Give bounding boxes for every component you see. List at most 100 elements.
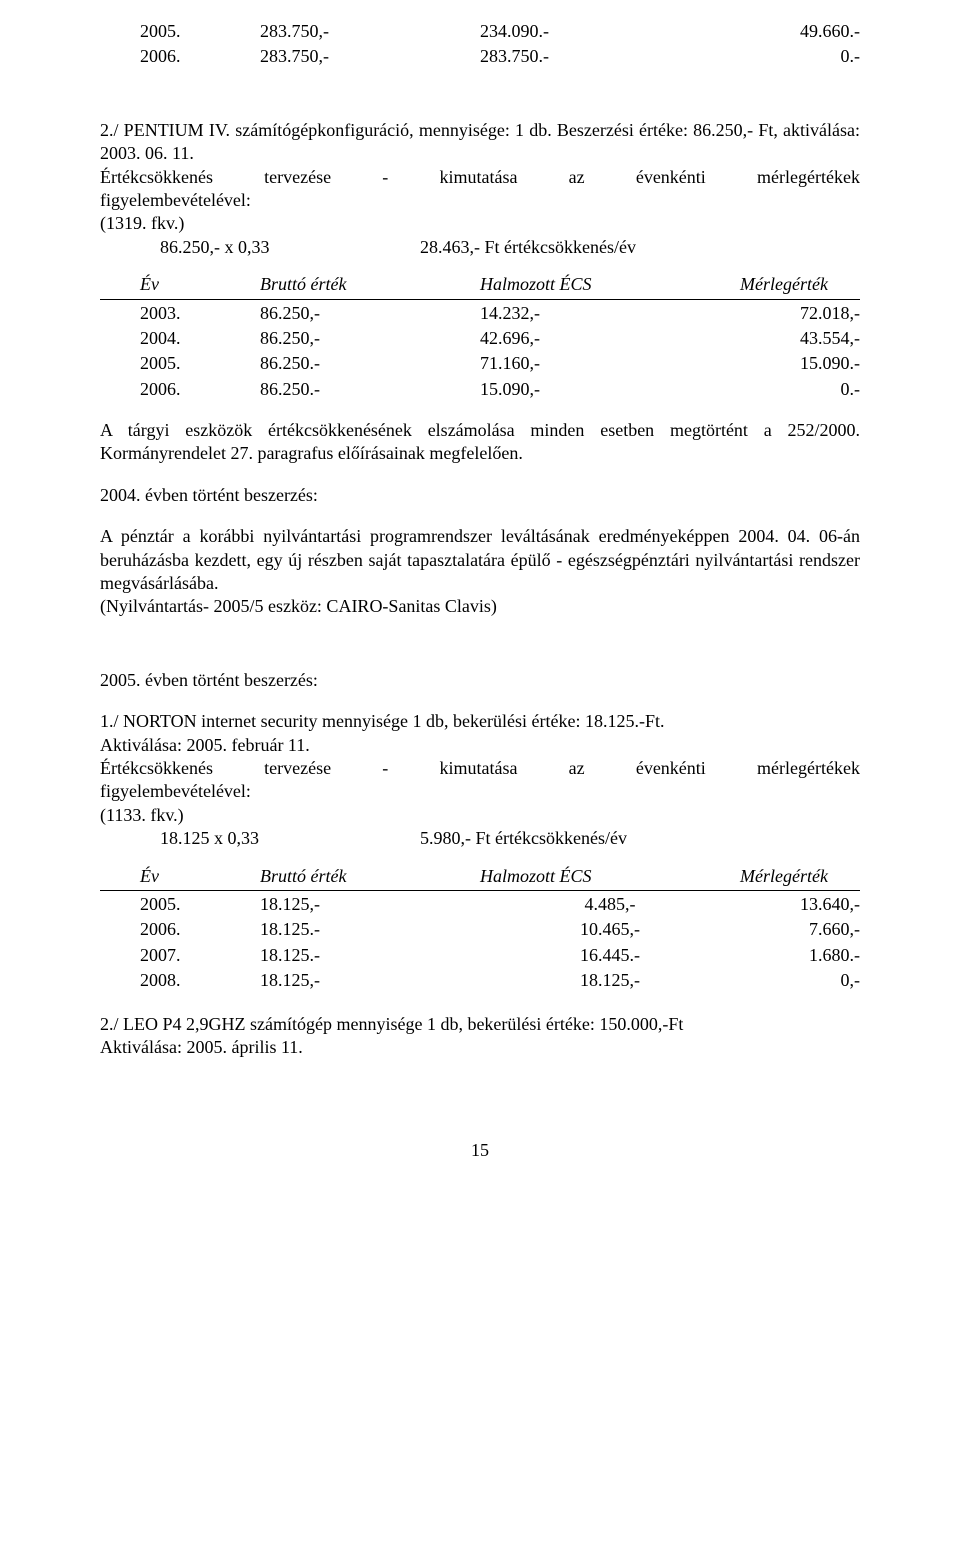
cell-halmozott: 18.125,- — [480, 969, 740, 992]
leo-line2: Aktiválása: 2005. április 11. — [100, 1036, 860, 1059]
heading-2004: 2004. évben történt beszerzés: — [100, 484, 860, 507]
cell-merleg: 7.660,- — [740, 918, 860, 941]
table-row: 2006. 283.750,- 283.750.- 0.- — [100, 45, 860, 68]
cell-year: 2006. — [140, 378, 260, 401]
depreciation-intro-line2: figyelembevételével: — [100, 189, 860, 212]
cell-year: 2005. — [140, 20, 260, 43]
text: mérlegértékek — [757, 166, 860, 189]
col-brutto: Bruttó érték — [260, 865, 480, 888]
cell-brutto: 86.250.- — [260, 352, 480, 375]
cell-year: 2003. — [140, 302, 260, 325]
col-halmozott: Halmozott ÉCS — [480, 273, 740, 296]
cell-halmozott: 4.485,- — [480, 893, 740, 916]
text: kimutatása — [439, 757, 517, 780]
cell-brutto: 18.125,- — [260, 893, 480, 916]
text: tervezése — [264, 166, 331, 189]
col-year: Év — [140, 865, 260, 888]
section-norton: 1./ NORTON internet security mennyisége … — [100, 710, 860, 992]
section-leo: 2./ LEO P4 2,9GHZ számítógép mennyisége … — [100, 1013, 860, 1060]
calc-left: 18.125 x 0,33 — [100, 827, 420, 850]
cell-merleg: 43.554,- — [740, 327, 860, 350]
cell-halmozott: 42.696,- — [480, 327, 740, 350]
cell-brutto: 86.250.- — [260, 378, 480, 401]
cell-year: 2006. — [140, 918, 260, 941]
table-row: 2005. 283.750,- 234.090.- 49.660.- — [100, 20, 860, 43]
table-row: 2004. 86.250,- 42.696,- 43.554,- — [100, 327, 860, 350]
cell-brutto: 283.750,- — [260, 20, 480, 43]
col-merleg: Mérlegérték — [740, 273, 860, 296]
cell-year: 2005. — [140, 352, 260, 375]
text: évenkénti — [636, 166, 706, 189]
calc-right: 5.980,- Ft értékcsökkenés/év — [420, 827, 627, 850]
text: - — [382, 166, 388, 189]
cell-halmozott: 234.090.- — [480, 20, 740, 43]
table-row: 2003. 86.250,- 14.232,- 72.018,- — [100, 302, 860, 325]
calc-line: 18.125 x 0,33 5.980,- Ft értékcsökkenés/… — [100, 827, 860, 850]
table-row: 2005. 18.125,- 4.485,- 13.640,- — [100, 893, 860, 916]
text: mérlegértékek — [757, 757, 860, 780]
text: kimutatása — [439, 166, 517, 189]
page-number: 15 — [100, 1139, 860, 1162]
cell-brutto: 18.125.- — [260, 944, 480, 967]
cell-halmozott: 283.750.- — [480, 45, 740, 68]
text: évenkénti — [636, 757, 706, 780]
cell-brutto: 18.125.- — [260, 918, 480, 941]
cell-brutto: 86.250,- — [260, 302, 480, 325]
paragraph-cairo: (Nyilvántartás- 2005/5 eszköz: CAIRO-San… — [100, 595, 860, 618]
cell-merleg: 1.680.- — [740, 944, 860, 967]
cell-merleg: 0.- — [740, 378, 860, 401]
text: az — [569, 757, 585, 780]
table-header: Év Bruttó érték Halmozott ÉCS Mérlegérté… — [100, 865, 860, 891]
cell-brutto: 283.750,- — [260, 45, 480, 68]
table-header: Év Bruttó érték Halmozott ÉCS Mérlegérté… — [100, 273, 860, 299]
cell-halmozott: 71.160,- — [480, 352, 740, 375]
text: - — [382, 757, 388, 780]
table-row: 2005. 86.250.- 71.160,- 15.090.- — [100, 352, 860, 375]
cell-brutto: 86.250,- — [260, 327, 480, 350]
paragraph-legal: A tárgyi eszközök értékcsökkenésének els… — [100, 419, 860, 466]
text: tervezése — [264, 757, 331, 780]
cell-merleg: 72.018,- — [740, 302, 860, 325]
col-merleg: Mérlegérték — [740, 865, 860, 888]
cell-halmozott: 16.445.- — [480, 944, 740, 967]
text: Értékcsökkenés — [100, 757, 213, 780]
col-halmozott: Halmozott ÉCS — [480, 865, 740, 888]
cell-merleg: 0.- — [740, 45, 860, 68]
table-row: 2006. 18.125.- 10.465,- 7.660,- — [100, 918, 860, 941]
cell-year: 2006. — [140, 45, 260, 68]
cell-halmozott: 10.465,- — [480, 918, 740, 941]
calc-line: 86.250,- x 0,33 28.463,- Ft értékcsökken… — [100, 236, 860, 259]
depreciation-intro-line2: figyelembevételével: — [100, 780, 860, 803]
norton-line2: Aktiválása: 2005. február 11. — [100, 734, 860, 757]
depreciation-intro-line: Értékcsökkenés tervezése - kimutatása az… — [100, 166, 860, 189]
top-table: 2005. 283.750,- 234.090.- 49.660.- 2006.… — [100, 20, 860, 69]
norton-line1: 1./ NORTON internet security mennyisége … — [100, 710, 860, 733]
paragraph-purchase-2004: A pénztár a korábbi nyilvántartási progr… — [100, 525, 860, 595]
depreciation-intro-line: Értékcsökkenés tervezése - kimutatása az… — [100, 757, 860, 780]
section-title: 2./ PENTIUM IV. számítógépkonfiguráció, … — [100, 119, 860, 166]
section-pentium: 2./ PENTIUM IV. számítógépkonfiguráció, … — [100, 119, 860, 401]
cell-year: 2004. — [140, 327, 260, 350]
table-row: 2008. 18.125,- 18.125,- 0,- — [100, 969, 860, 992]
text: az — [569, 166, 585, 189]
account-ref: (1319. fkv.) — [100, 212, 860, 235]
cell-year: 2008. — [140, 969, 260, 992]
calc-right: 28.463,- Ft értékcsökkenés/év — [420, 236, 636, 259]
cell-halmozott: 14.232,- — [480, 302, 740, 325]
heading-2005: 2005. évben történt beszerzés: — [100, 669, 860, 692]
cell-year: 2007. — [140, 944, 260, 967]
text: Értékcsökkenés — [100, 166, 213, 189]
calc-left: 86.250,- x 0,33 — [100, 236, 420, 259]
cell-merleg: 15.090.- — [740, 352, 860, 375]
col-brutto: Bruttó érték — [260, 273, 480, 296]
cell-brutto: 18.125,- — [260, 969, 480, 992]
leo-line1: 2./ LEO P4 2,9GHZ számítógép mennyisége … — [100, 1013, 860, 1036]
col-year: Év — [140, 273, 260, 296]
cell-year: 2005. — [140, 893, 260, 916]
cell-merleg: 0,- — [740, 969, 860, 992]
cell-merleg: 13.640,- — [740, 893, 860, 916]
cell-halmozott: 15.090,- — [480, 378, 740, 401]
cell-merleg: 49.660.- — [740, 20, 860, 43]
table-row: 2006. 86.250.- 15.090,- 0.- — [100, 378, 860, 401]
table-row: 2007. 18.125.- 16.445.- 1.680.- — [100, 944, 860, 967]
